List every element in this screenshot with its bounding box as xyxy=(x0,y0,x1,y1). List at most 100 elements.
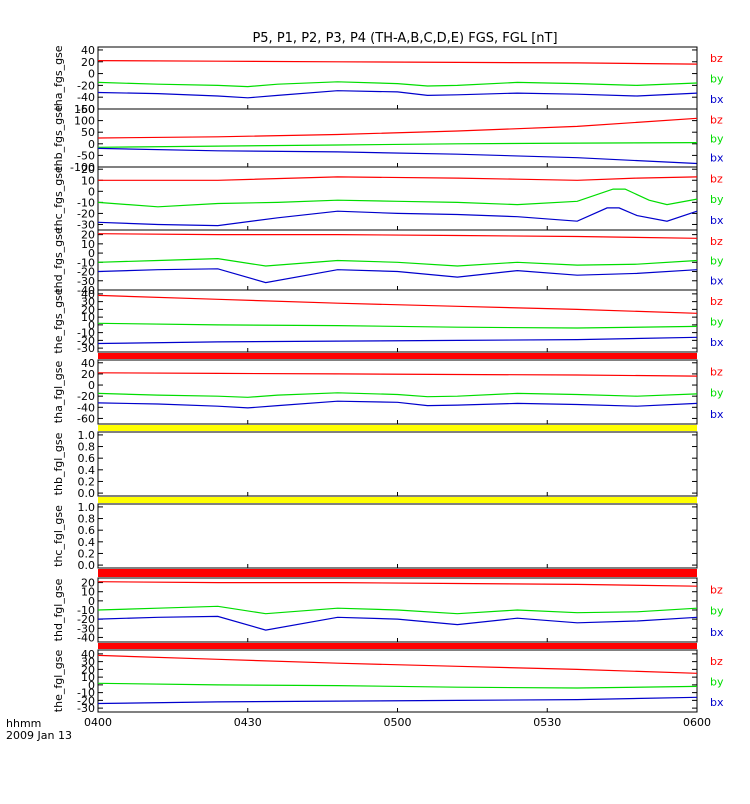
series-line-bx xyxy=(97,207,698,227)
y-tick-label: 0.6 xyxy=(78,452,96,465)
series-line-by xyxy=(97,392,698,398)
legend-bz: bz xyxy=(710,172,723,185)
series-line-by xyxy=(97,188,698,208)
y-tick-label: 20 xyxy=(81,577,95,590)
y-tick-label: 0.6 xyxy=(78,524,96,537)
y-tick-label: 30 xyxy=(81,296,95,309)
y-tick-label: 10 xyxy=(81,311,95,324)
legend-bx: bx xyxy=(710,214,724,227)
legend-bz: bz xyxy=(710,113,723,126)
y-tick-label: 0.2 xyxy=(78,475,96,488)
series-line-bx xyxy=(97,400,698,409)
series-line-bz xyxy=(97,372,698,377)
y-axis-label: the_fgs_gse xyxy=(52,288,65,353)
legend-by: by xyxy=(710,193,724,206)
y-tick-label: 30 xyxy=(81,656,95,669)
y-axis-label: thb_fgl_gse xyxy=(52,432,65,495)
y-axis-label: thd_fgl_gse xyxy=(52,578,65,641)
panel-frame xyxy=(97,503,698,569)
legend-bx: bx xyxy=(710,274,724,287)
y-tick-label: -20 xyxy=(77,266,95,279)
legend-by: by xyxy=(710,605,724,618)
y-tick-label: 0.4 xyxy=(78,536,96,549)
y-tick-label: -40 xyxy=(77,91,95,104)
series-line-bx xyxy=(97,615,698,631)
y-tick-label: 10 xyxy=(81,671,95,684)
y-tick-label: 0.4 xyxy=(78,464,96,477)
series-line-by xyxy=(97,81,698,88)
status-bar-4 xyxy=(98,569,697,577)
y-tick-label: 40 xyxy=(81,357,95,370)
x-tick-label: 0500 xyxy=(384,716,412,729)
y-tick-label: 20 xyxy=(81,229,95,242)
y-axis-label: thb_fgs_gse xyxy=(52,105,65,171)
series-line-by xyxy=(97,682,698,689)
legend-bx: bx xyxy=(710,696,724,709)
series-line-by xyxy=(97,257,698,267)
y-tick-label: 20 xyxy=(81,663,95,676)
legend-bz: bz xyxy=(710,655,723,668)
panel-thc_fgl_gse: 1.00.80.60.40.20.0 thc_fgl_gse xyxy=(52,501,698,572)
status-bar-5 xyxy=(98,643,697,649)
legend-bz: bz xyxy=(710,366,723,379)
y-tick-label: 0.0 xyxy=(78,487,96,500)
y-tick-label: 0.8 xyxy=(78,441,96,454)
legend-by: by xyxy=(710,676,724,689)
panel-frame xyxy=(97,359,698,425)
y-tick-label: 100 xyxy=(74,115,95,128)
status-bar-2 xyxy=(98,425,697,431)
y-tick-label: -30 xyxy=(77,218,95,231)
series-line-by xyxy=(97,142,698,148)
series-line-bz xyxy=(97,654,698,674)
y-tick-label: 10 xyxy=(81,174,95,187)
x-axis-label-hhmm: hhmm xyxy=(6,717,41,730)
series-line-bz xyxy=(97,117,698,139)
y-axis-label: the_fgl_gse xyxy=(52,650,65,713)
y-tick-label: 0.2 xyxy=(78,547,96,560)
panel-frame xyxy=(97,46,698,110)
y-tick-label: -20 xyxy=(77,390,95,403)
series-line-bz xyxy=(97,294,698,314)
x-tick-label: 0430 xyxy=(234,716,262,729)
panel-frame xyxy=(97,166,698,231)
y-tick-label: 0 xyxy=(88,679,95,692)
y-tick-label: 20 xyxy=(81,56,95,69)
y-tick-label: -40 xyxy=(77,401,95,414)
y-tick-label: -20 xyxy=(77,613,95,626)
panel-frame xyxy=(97,431,698,497)
legend-bz: bz xyxy=(710,235,723,248)
legend-bz: bz xyxy=(710,295,723,308)
panel-thb_fgl_gse: 1.00.80.60.40.20.0 thb_fgl_gse xyxy=(52,429,698,500)
y-axis-label: tha_fgs_gse xyxy=(52,45,65,110)
legend-bx: bx xyxy=(710,626,724,639)
legend-by: by xyxy=(710,316,724,329)
series-line-bz xyxy=(97,60,698,65)
series-line-bz xyxy=(97,581,698,587)
y-tick-label: 20 xyxy=(81,163,95,176)
y-tick-label: 50 xyxy=(81,126,95,139)
y-tick-label: 0 xyxy=(88,185,95,198)
y-tick-label: -60 xyxy=(77,103,95,116)
series-line-bz xyxy=(98,176,698,181)
legend-bz: bz xyxy=(710,584,723,597)
series-line-bx xyxy=(97,90,698,99)
y-tick-label: 20 xyxy=(81,368,95,381)
panel-frame xyxy=(97,108,698,168)
y-tick-label: -30 xyxy=(77,702,95,715)
x-axis-label-date: 2009 Jan 13 xyxy=(6,729,72,742)
y-axis-label: tha_fgl_gse xyxy=(52,361,65,424)
series-line-bx xyxy=(97,147,698,165)
y-tick-label: -20 xyxy=(77,334,95,347)
y-tick-label: 0 xyxy=(88,138,95,151)
chart-title: P5, P1, P2, P3, P4 (TH-A,B,C,D,E) FGS, F… xyxy=(252,31,557,46)
legend-by: by xyxy=(710,133,724,146)
y-tick-label: -10 xyxy=(77,604,95,617)
y-tick-label: 0 xyxy=(88,247,95,260)
y-tick-label: 0 xyxy=(88,68,95,81)
